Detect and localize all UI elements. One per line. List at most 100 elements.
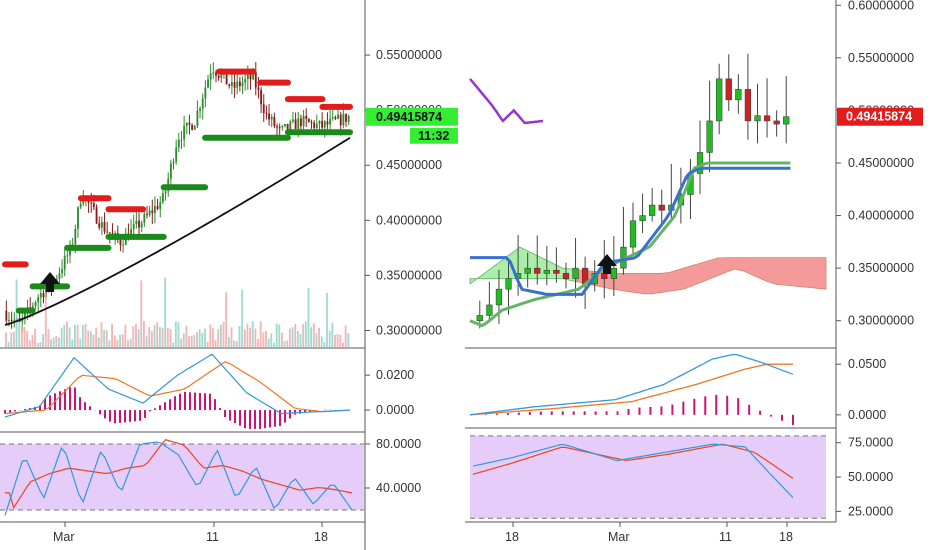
left-candle-body (295, 119, 297, 129)
left-volume-bar (140, 280, 142, 347)
left-macd-tick-label: 0.0200 (376, 368, 414, 382)
left-candle-body (74, 229, 76, 244)
left-candle-body (297, 118, 299, 129)
left-candle-body (133, 224, 135, 229)
left-macd-tick-label: 0.0000 (376, 403, 414, 417)
right-candle-body (745, 89, 751, 121)
left-candle-body (258, 88, 260, 90)
left-volume-bar (18, 322, 20, 347)
left-candle-body (218, 76, 220, 78)
left-volume-bar (138, 329, 140, 347)
left-candle-body (324, 121, 326, 127)
left-volume-bar (116, 340, 118, 347)
left-volume-bar (40, 342, 42, 347)
left-volume-bar (236, 341, 238, 347)
left-volume-bar (95, 328, 97, 347)
right-price-tick-label: 0.60000000 (848, 0, 914, 12)
left-volume-bar (98, 337, 100, 347)
left-candle-body (37, 297, 39, 302)
left-volume-bar (90, 331, 92, 347)
left-volume-bar (114, 335, 116, 347)
left-candle-body (120, 240, 122, 245)
left-volume-bar (331, 323, 333, 347)
left-candle-body (43, 293, 45, 297)
left-volume-bar (37, 343, 39, 347)
right-candle-body (573, 268, 579, 279)
left-candle-body (292, 119, 294, 121)
right-candle-body (554, 270, 560, 273)
left-volume-bar (178, 322, 180, 347)
left-candle-body (273, 117, 275, 126)
left-volume-bar (85, 324, 87, 347)
left-volume-bar (50, 339, 52, 347)
left-volume-bar (284, 341, 286, 347)
left-volume-bar (58, 337, 60, 347)
left-candle-body (173, 162, 175, 164)
left-candle-body (135, 221, 137, 224)
left-volume-bar (342, 343, 344, 347)
left-candle-body (106, 232, 108, 233)
left-candle-body (220, 74, 222, 77)
right-candle-body (611, 268, 617, 279)
left-candle-body (191, 125, 193, 130)
left-candle-body (305, 116, 307, 119)
left-volume-bar (339, 335, 341, 347)
left-candle-body (5, 311, 7, 321)
left-volume-bar (180, 339, 182, 347)
left-candle-body (96, 207, 98, 223)
right-x-tick-label: 18 (779, 530, 793, 544)
right-candle-body (649, 205, 655, 216)
left-volume-bar (209, 325, 211, 347)
left-volume-bar (217, 329, 219, 347)
left-macd-line (5, 354, 350, 417)
left-volume-bar (111, 324, 113, 347)
left-candle-body (162, 193, 164, 202)
right-x-tick-label: Mar (608, 530, 630, 544)
right-chikou-line (470, 79, 543, 123)
left-volume-bar (16, 280, 18, 347)
left-candle-body (329, 119, 331, 125)
left-volume-bar (247, 323, 249, 347)
left-candle-body (11, 320, 13, 321)
left-volume-bar (8, 342, 10, 347)
left-volume-bar (294, 324, 296, 347)
right-candle-body (726, 79, 732, 100)
left-volume-bar (55, 336, 57, 347)
left-candle-body (61, 269, 63, 273)
left-volume-bar (321, 336, 323, 347)
left-candle-body (82, 201, 84, 204)
left-candle-body (154, 206, 156, 213)
right-last-price-label: 0.49415874 (846, 110, 912, 124)
left-candle-body (281, 126, 283, 127)
left-candle-body (337, 115, 339, 119)
left-volume-bar (297, 331, 299, 347)
left-volume-bar (241, 290, 243, 347)
left-volume-bar (164, 277, 166, 347)
left-volume-bar (26, 331, 28, 347)
right-candle-body (755, 116, 761, 121)
left-candle-body (300, 118, 302, 126)
left-volume-bar (318, 328, 320, 347)
left-volume-bar (345, 325, 347, 347)
left-volume-bar (326, 293, 328, 347)
right-candle-body (534, 268, 540, 273)
right-candle-body (525, 268, 531, 273)
left-candle-body (157, 206, 159, 209)
left-volume-bar (329, 331, 331, 347)
left-volume-bar (170, 329, 172, 347)
left-volume-bar (308, 288, 310, 347)
left-candle-body (204, 88, 206, 99)
left-volume-bar (310, 327, 312, 347)
left-volume-bar (239, 326, 241, 347)
left-candle-body (289, 122, 291, 130)
right-candle-body (496, 289, 502, 305)
left-volume-bar (302, 324, 304, 347)
left-volume-bar (79, 339, 81, 347)
left-volume-bar (66, 322, 68, 347)
left-volume-bar (172, 343, 174, 347)
left-volume-bar (257, 339, 259, 347)
left-volume-bar (305, 322, 307, 347)
left-volume-bar (53, 338, 55, 347)
left-candle-body (146, 214, 148, 215)
left-volume-bar (77, 325, 79, 347)
